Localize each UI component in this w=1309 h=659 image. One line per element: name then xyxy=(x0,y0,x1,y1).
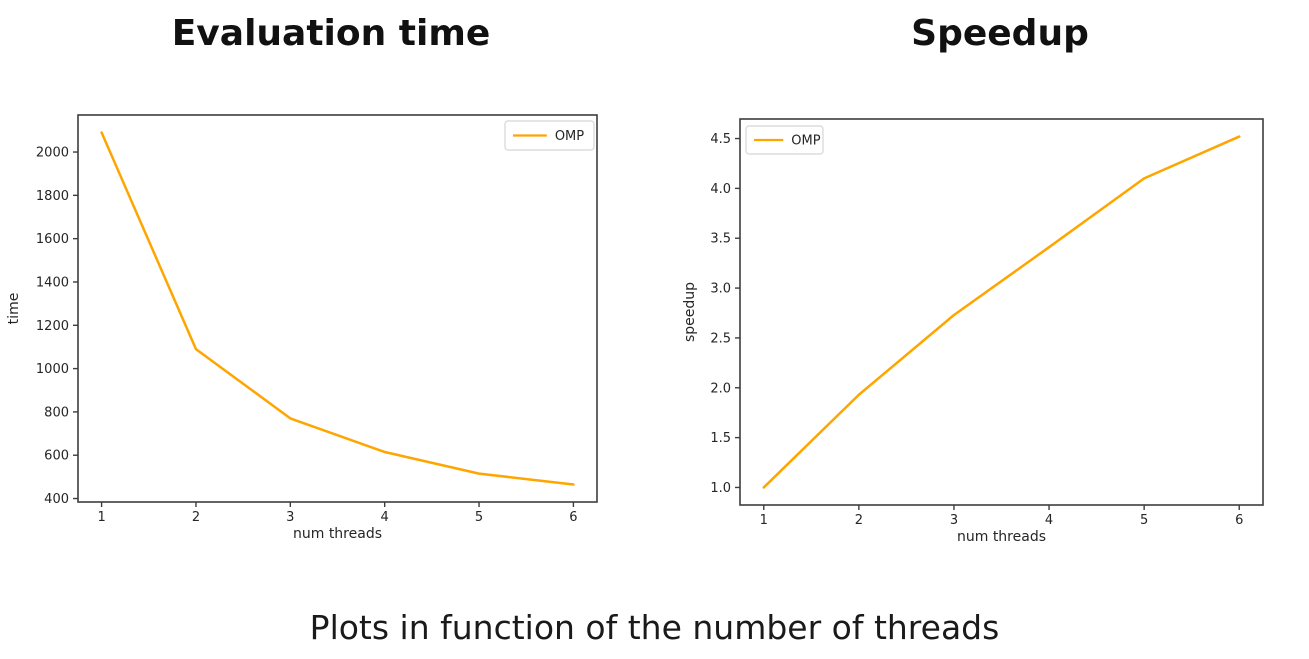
y-tick-label: 1800 xyxy=(36,189,69,204)
x-tick-label: 4 xyxy=(1045,513,1053,528)
line-chart-1: 1 2 3 4 5 6 1.0 1.5 2.0 2.5 3.0 3.5 4.0 4.5 num thread… xyxy=(682,118,1264,545)
x-axis-label: num threads xyxy=(957,529,1046,545)
y-tick-label: 1200 xyxy=(36,319,69,334)
y-tick-label: 3.5 xyxy=(710,232,731,247)
y-tick-label: 1000 xyxy=(36,362,69,377)
legend-label: OMP xyxy=(555,129,584,144)
plot-frame xyxy=(739,118,1264,506)
y-tick-label: 2.5 xyxy=(710,331,731,346)
x-tick-label: 4 xyxy=(381,510,389,525)
series-line-omp xyxy=(762,135,1241,489)
y-axis-label: speedup xyxy=(682,282,698,342)
y-tick-label: 1600 xyxy=(36,232,69,247)
x-tick-label: 2 xyxy=(192,510,200,525)
x-tick-label: 3 xyxy=(286,510,294,525)
series-line-omp xyxy=(100,131,575,486)
y-tick-label: 1400 xyxy=(36,275,69,290)
legend-box xyxy=(504,120,595,151)
figure-caption: Plots in function of the number of threa… xyxy=(309,608,1000,647)
x-tick-label: 5 xyxy=(1140,513,1148,528)
x-tick-label: 3 xyxy=(950,513,958,528)
y-tick-label: 400 xyxy=(44,492,69,507)
y-tick-label: 800 xyxy=(44,405,69,420)
y-axis-label: time xyxy=(6,293,22,325)
y-tick-label: 600 xyxy=(44,449,69,464)
y-tick-label: 3.0 xyxy=(710,282,731,297)
line-chart-0: 1 2 3 4 5 6 400 600 800 1000 1200 1400 1600 1800 2000 n… xyxy=(6,114,598,542)
y-tick-label: 4.0 xyxy=(710,182,731,197)
y-tick-label: 1.0 xyxy=(710,481,731,496)
y-tick-label: 1.5 xyxy=(710,431,731,446)
legend-label: OMP xyxy=(791,134,820,149)
x-tick-label: 2 xyxy=(855,513,863,528)
y-tick-label: 2.0 xyxy=(710,381,731,396)
plot-frame xyxy=(77,114,598,503)
x-tick-label: 6 xyxy=(569,510,577,525)
y-tick-label: 4.5 xyxy=(710,132,731,147)
legend-box xyxy=(745,125,824,155)
x-tick-label: 5 xyxy=(475,510,483,525)
x-tick-label: 1 xyxy=(760,513,768,528)
chart-title-evaluation-time: Evaluation time xyxy=(171,13,491,54)
y-tick-label: 2000 xyxy=(36,146,69,161)
x-tick-label: 1 xyxy=(97,510,105,525)
x-axis-label: num threads xyxy=(293,526,382,542)
x-tick-label: 6 xyxy=(1235,513,1243,528)
chart-title-speedup: Speedup xyxy=(911,13,1089,54)
